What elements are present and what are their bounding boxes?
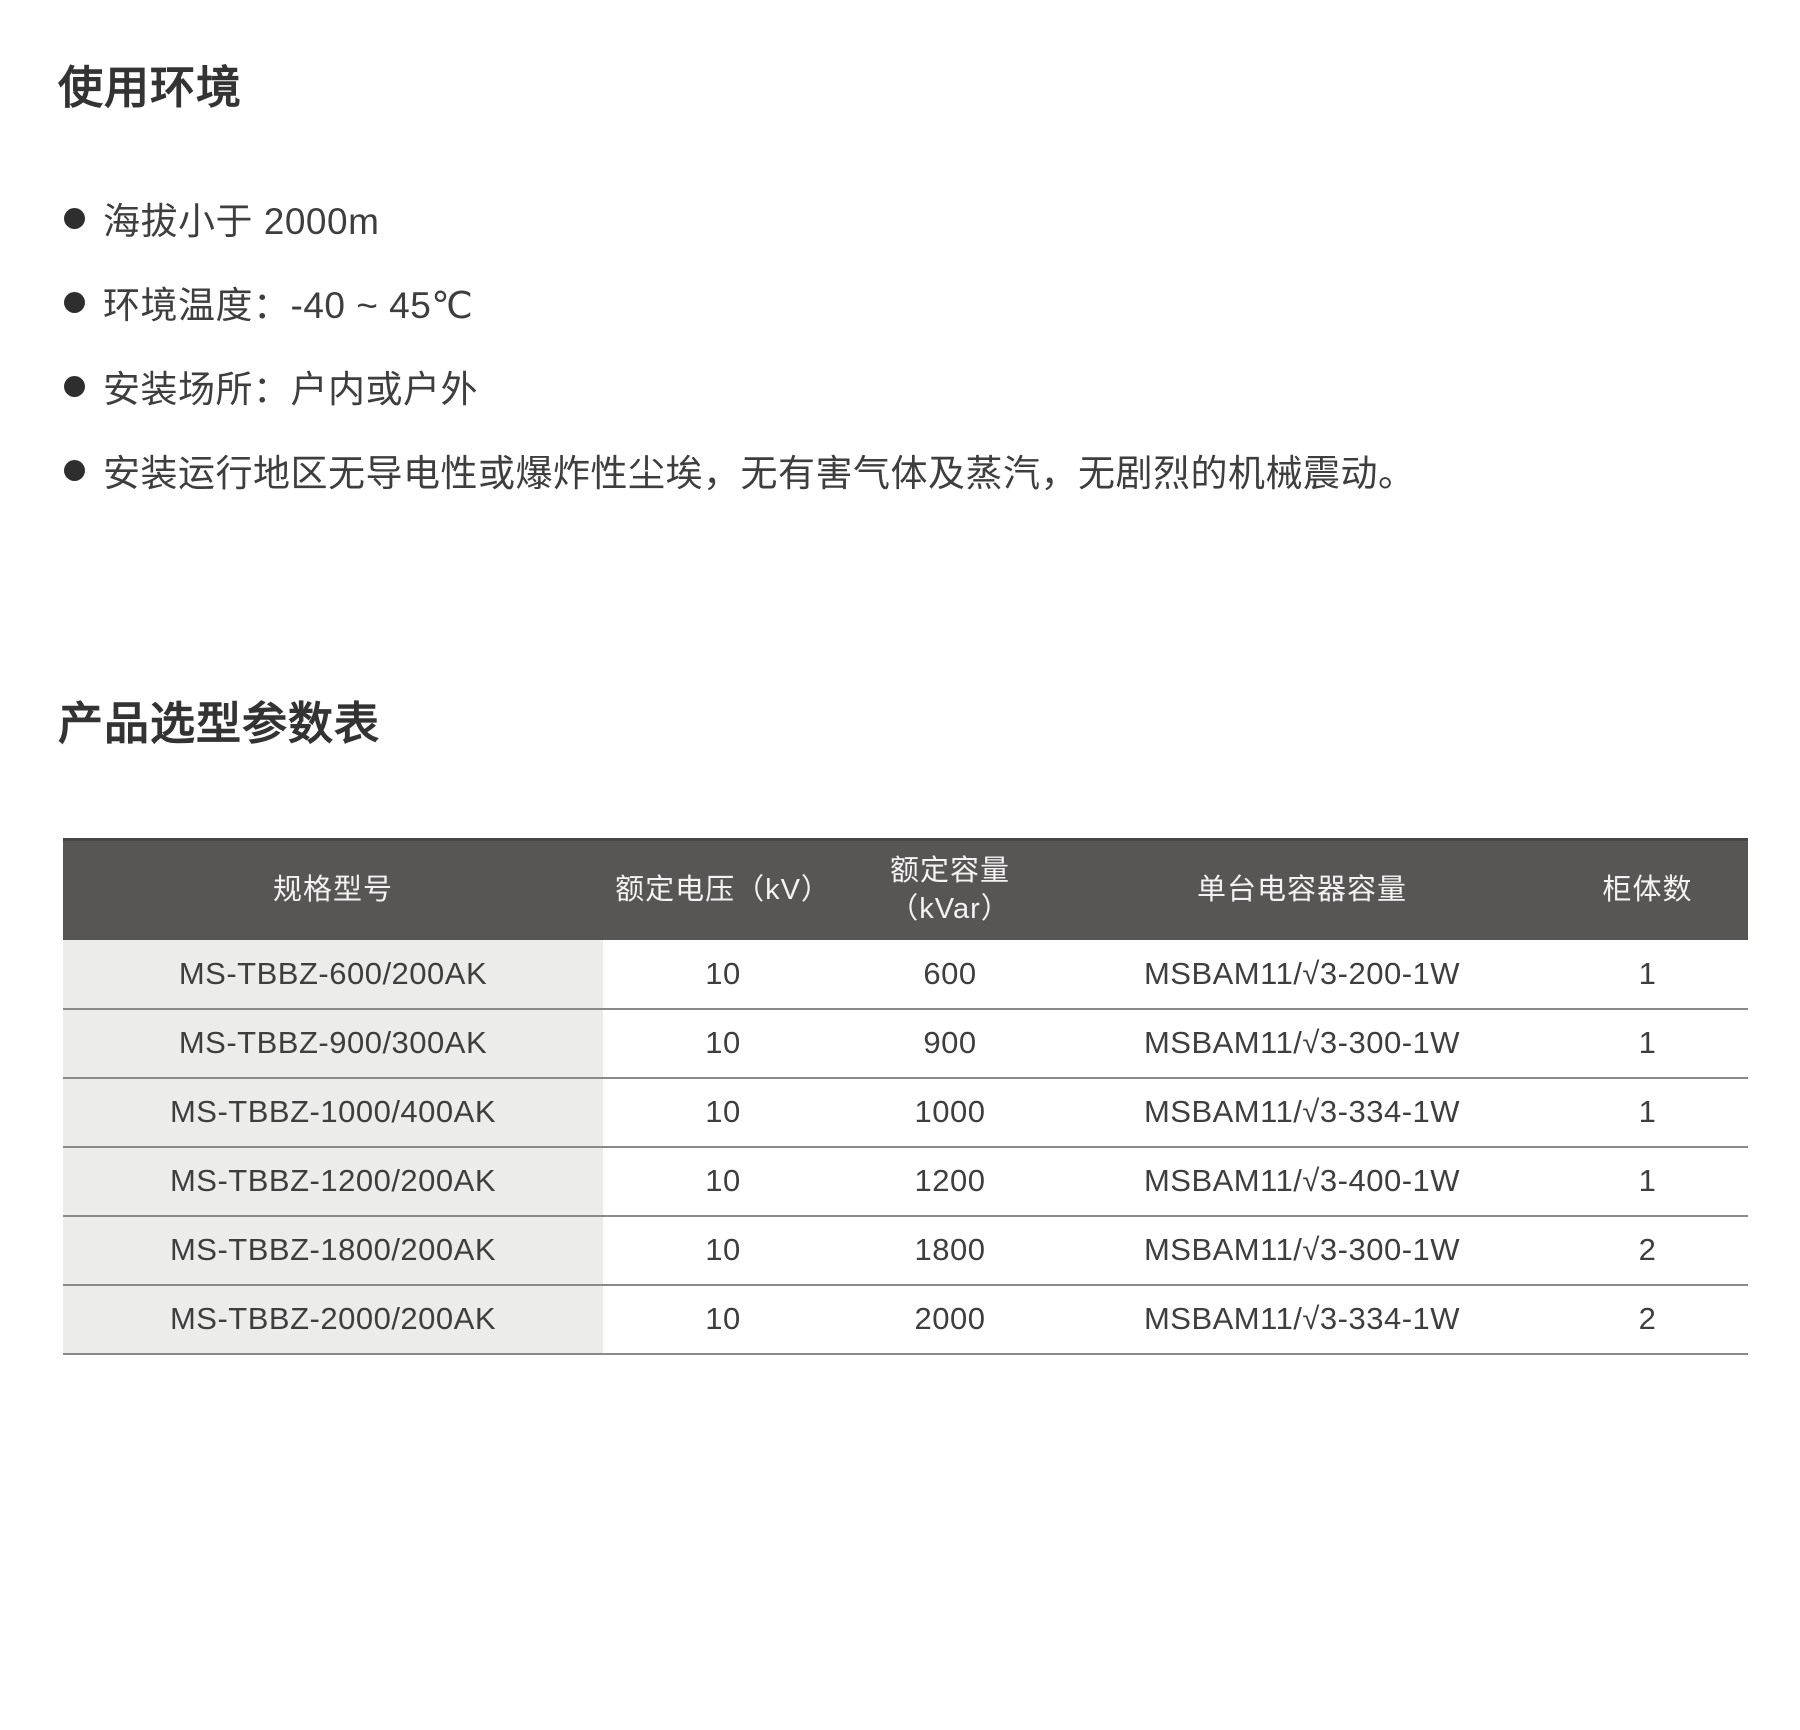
table-cell: MS-TBBZ-1000/400AK xyxy=(63,1077,603,1148)
section-title-selection-table: 产品选型参数表 xyxy=(58,698,381,749)
table-cell: 600 xyxy=(843,939,1057,1010)
bullet-text: 环境温度：-40 ~ 45℃ xyxy=(103,285,474,326)
bullet-text: 海拔小于 2000m xyxy=(103,201,380,242)
table-cell: 10 xyxy=(603,939,843,1010)
bullet-text: 安装运行地区无导电性或爆炸性尘埃，无有害气体及蒸汽，无剧烈的机械震动。 xyxy=(103,453,1416,494)
bullet-dot-icon xyxy=(64,459,85,481)
bullet-item-temperature: 环境温度：-40 ~ 45℃ xyxy=(64,280,1416,326)
table-cell: 900 xyxy=(843,1008,1057,1079)
col-header-capacitor-rating: 单台电容器容量 xyxy=(1057,838,1547,940)
table-cell: 1000 xyxy=(843,1077,1057,1148)
table-row: MS-TBBZ-1200/200AK 10 1200 MSBAM11/√3-400-1… xyxy=(63,1146,1748,1217)
table-cell: MS-TBBZ-900/300AK xyxy=(63,1008,603,1079)
bullet-item-altitude: 海拔小于 2000m xyxy=(64,196,1416,242)
table-row: MS-TBBZ-2000/200AK 10 2000 MSBAM11/√3-334-1… xyxy=(63,1284,1748,1355)
table-cell: MSBAM11/√3-200-1W xyxy=(1057,939,1547,1010)
table-header-row: 规格型号 额定电压（kV） 额定容量 （kVar） 单台电容器容量 柜体数 xyxy=(63,838,1748,940)
table-cell: 1 xyxy=(1547,1077,1748,1148)
bullet-dot-icon xyxy=(64,291,85,313)
table-cell: 10 xyxy=(603,1215,843,1286)
section-title-environment: 使用环境 xyxy=(58,62,243,113)
table-cell: MSBAM11/√3-300-1W xyxy=(1057,1215,1547,1286)
col-header-rated-capacity: 额定容量 （kVar） xyxy=(843,838,1057,940)
table-body: MS-TBBZ-600/200AK 10 600 MSBAM11/√3-200-1W 1… xyxy=(63,939,1748,1355)
table-cell: 1 xyxy=(1547,1146,1748,1217)
col-header-cabinet-count: 柜体数 xyxy=(1547,838,1748,940)
bullet-dot-icon xyxy=(64,207,85,229)
table-cell: 10 xyxy=(603,1008,843,1079)
bullet-dot-icon xyxy=(64,375,85,397)
col-header-model: 规格型号 xyxy=(63,838,603,940)
table-cell: MSBAM11/√3-334-1W xyxy=(1057,1077,1547,1148)
table-cell: 2 xyxy=(1547,1284,1748,1355)
table-cell: 2 xyxy=(1547,1215,1748,1286)
bullet-text: 安装场所：户内或户外 xyxy=(103,369,478,410)
table-cell: MS-TBBZ-2000/200AK xyxy=(63,1284,603,1355)
bullet-item-location: 安装场所：户内或户外 xyxy=(64,364,1416,410)
table-cell: 1800 xyxy=(843,1215,1057,1286)
table-cell: 1200 xyxy=(843,1146,1057,1217)
col-header-rated-voltage: 额定电压（kV） xyxy=(603,838,843,940)
table-cell: 1 xyxy=(1547,939,1748,1010)
table-cell: MSBAM11/√3-400-1W xyxy=(1057,1146,1547,1217)
bullet-item-site-conditions: 安装运行地区无导电性或爆炸性尘埃，无有害气体及蒸汽，无剧烈的机械震动。 xyxy=(64,448,1416,494)
table-cell: 10 xyxy=(603,1146,843,1217)
table-cell: 2000 xyxy=(843,1284,1057,1355)
table-cell: MS-TBBZ-1800/200AK xyxy=(63,1215,603,1286)
table-cell: 10 xyxy=(603,1284,843,1355)
table-cell: 1 xyxy=(1547,1008,1748,1079)
table-cell: MS-TBBZ-1200/200AK xyxy=(63,1146,603,1217)
environment-bullet-list: 海拔小于 2000m 环境温度：-40 ~ 45℃ 安装场所：户内或户外 安装运… xyxy=(64,196,1416,532)
table-cell: MS-TBBZ-600/200AK xyxy=(63,939,603,1010)
table-cell: MSBAM11/√3-300-1W xyxy=(1057,1008,1547,1079)
table-row: MS-TBBZ-1000/400AK 10 1000 MSBAM11/√3-334-1… xyxy=(63,1077,1748,1148)
product-selection-table: 规格型号 额定电压（kV） 额定容量 （kVar） 单台电容器容量 柜体数 MS… xyxy=(63,838,1748,1355)
table-cell: MSBAM11/√3-334-1W xyxy=(1057,1284,1547,1355)
table-row: MS-TBBZ-900/300AK 10 900 MSBAM11/√3-300-1W 1 xyxy=(63,1008,1748,1079)
table-row: MS-TBBZ-1800/200AK 10 1800 MSBAM11/√3-300-1… xyxy=(63,1215,1748,1286)
table-row: MS-TBBZ-600/200AK 10 600 MSBAM11/√3-200-1W 1 xyxy=(63,939,1748,1010)
table-cell: 10 xyxy=(603,1077,843,1148)
